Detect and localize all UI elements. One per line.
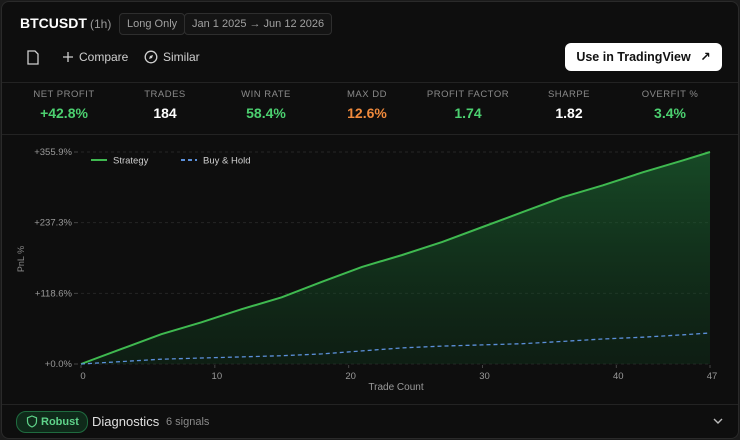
compass-icon: [144, 50, 158, 64]
stat: MAX DD 12.6%: [317, 89, 417, 121]
y-tick-label: +355.9%: [34, 147, 72, 158]
stat: WIN RATE 58.4%: [216, 89, 316, 121]
stat-value: 12.6%: [347, 105, 387, 121]
stat-label: OVERFIT %: [641, 89, 699, 100]
stat-value: 1.82: [555, 105, 583, 121]
stat: SHARPE 1.82: [519, 89, 619, 121]
range-chip: Jan 1 2025 → Jun 12 2026: [184, 13, 333, 35]
y-axis-label: PnL %: [16, 246, 26, 272]
button-label: Use in TradingView: [576, 50, 691, 64]
symbol: BTCUSDT: [20, 15, 87, 31]
x-tick-label: 40: [613, 371, 624, 382]
legend-label: Buy & Hold: [203, 156, 251, 167]
stat-value: 184: [153, 105, 177, 121]
shield-icon: [26, 415, 38, 428]
x-tick-label: 30: [479, 371, 490, 382]
stat-label: PROFIT FACTOR: [426, 89, 510, 100]
y-tick-label: +237.3%: [34, 218, 72, 229]
divider: [2, 134, 738, 135]
plus-icon: [63, 52, 73, 62]
x-tick-label: 20: [345, 371, 356, 382]
stat-label: NET PROFIT: [33, 89, 95, 100]
expand-chevron[interactable]: [712, 416, 724, 426]
x-tick-label: 0: [80, 371, 85, 382]
x-axis-label: Trade Count: [368, 382, 423, 393]
stat-label: SHARPE: [547, 89, 591, 100]
file-icon[interactable]: [26, 50, 40, 66]
stat-label: MAX DD: [347, 89, 387, 100]
chart: PnL % Trade Count +0.0% +118.6% +237.3% +35…: [16, 147, 718, 393]
x-tick-label: 47: [707, 371, 718, 382]
signals-count: 6 signals: [166, 416, 210, 428]
legend-label: Strategy: [113, 156, 149, 167]
mode-chip: Long Only: [119, 13, 186, 35]
compare-button[interactable]: Compare: [79, 50, 129, 64]
stat-label: TRADES: [144, 89, 186, 100]
tradingview-button[interactable]: Use in TradingView ↗: [565, 43, 722, 71]
stat: OVERFIT % 3.4%: [620, 89, 720, 121]
divider: [2, 404, 738, 405]
y-tick-label: +118.6%: [35, 288, 73, 299]
divider: [2, 82, 738, 83]
x-tick-label: 10: [212, 371, 223, 382]
stat: PROFIT FACTOR 1.74: [418, 89, 518, 121]
stat-label: WIN RATE: [241, 89, 291, 100]
stat-value: 3.4%: [654, 105, 686, 121]
stat-value: +42.8%: [40, 105, 88, 121]
y-tick-label: +0.0%: [45, 359, 73, 370]
similar-button[interactable]: Similar: [163, 50, 200, 64]
series-line: [80, 151, 711, 365]
series-line: [80, 332, 711, 365]
stat-value: 1.74: [454, 105, 482, 121]
timeframe: (1h): [90, 17, 112, 31]
stat: TRADES 184: [115, 89, 215, 121]
stat-value: 58.4%: [246, 105, 286, 121]
diagnostics-title: Diagnostics: [92, 414, 160, 429]
stat: NET PROFIT +42.8%: [14, 89, 114, 121]
